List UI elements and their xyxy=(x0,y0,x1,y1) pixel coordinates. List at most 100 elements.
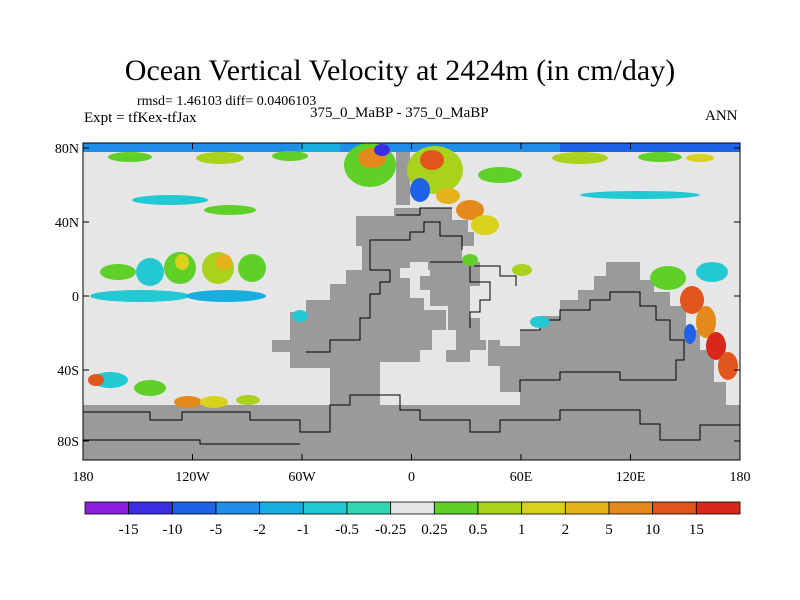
colorbar-label: 1 xyxy=(518,522,526,538)
patch xyxy=(696,306,716,338)
colorbar-swatch xyxy=(433,501,479,515)
colorbar-label: -10 xyxy=(162,522,182,538)
colorbar-label: 0.5 xyxy=(469,522,488,538)
stats-label: rmsd= 1.46103 diff= 0.0406103 xyxy=(137,94,317,109)
coastline-arctic xyxy=(396,207,452,216)
patch xyxy=(374,144,390,156)
coastline-africa xyxy=(430,261,491,328)
patch xyxy=(462,254,478,266)
patch xyxy=(580,191,700,199)
patch xyxy=(132,195,208,205)
colorbar-label: -15 xyxy=(119,522,139,538)
lon-tick-label: 180 xyxy=(73,470,94,485)
lat-tick-label: 40N xyxy=(55,216,79,231)
patch xyxy=(272,151,308,161)
patch xyxy=(552,152,608,164)
antarctic-land xyxy=(83,405,740,460)
longitude-axis: 180 120W 60W 0 60E 120E 180 xyxy=(73,143,751,485)
patch xyxy=(478,167,522,183)
lon-tick-label: 60E xyxy=(510,470,533,485)
coastline-americas xyxy=(306,221,463,353)
colorbar-label: 15 xyxy=(689,522,704,538)
lon-tick-label: 0 xyxy=(408,470,415,485)
patch xyxy=(686,154,714,162)
patch xyxy=(471,215,499,235)
patch xyxy=(238,254,266,282)
colorbar-swatch xyxy=(84,501,130,515)
patch xyxy=(196,152,244,164)
patch xyxy=(684,324,696,344)
patch xyxy=(236,395,260,405)
colorbar-swatch xyxy=(302,501,348,515)
patch xyxy=(696,262,728,282)
lon-tick-label: 180 xyxy=(730,470,751,485)
americas-land xyxy=(272,208,474,405)
colorbar-swatch xyxy=(128,501,173,515)
patch xyxy=(88,374,104,386)
experiment-label: Expt = tfKex-tfJax xyxy=(84,110,197,126)
patch xyxy=(204,205,256,215)
colorbar-swatch xyxy=(564,501,610,515)
patch xyxy=(90,290,190,302)
coastlines xyxy=(83,207,740,445)
colorbar-swatch xyxy=(346,501,392,515)
patch xyxy=(216,254,232,270)
patch xyxy=(706,332,726,360)
patch xyxy=(560,143,740,152)
patch xyxy=(436,188,460,204)
patch xyxy=(292,310,308,322)
patch xyxy=(100,264,136,280)
colorbar-swatch xyxy=(695,501,741,515)
patch xyxy=(300,143,340,152)
north-land-strip xyxy=(396,143,410,205)
coastline-south xyxy=(83,394,740,441)
colorbar-label: -0.5 xyxy=(335,522,359,538)
lon-tick-label: 120W xyxy=(175,470,210,485)
patch xyxy=(410,178,430,202)
coastline-south-2 xyxy=(83,439,300,445)
patch xyxy=(530,316,550,328)
colorbar-label: -1 xyxy=(297,522,310,538)
colorbar-swatch xyxy=(215,501,261,515)
patch xyxy=(174,396,202,408)
patch xyxy=(718,352,738,380)
comparison-label: 375_0_MaBP - 375_0_MaBP xyxy=(310,105,489,121)
colorbar-swatch xyxy=(259,501,304,515)
patch xyxy=(650,266,686,290)
patch xyxy=(456,200,484,220)
colorbar-label: -2 xyxy=(253,522,266,538)
colorbar-swatch xyxy=(390,501,435,515)
patch xyxy=(136,258,164,286)
patch xyxy=(108,152,152,162)
patch xyxy=(134,380,166,396)
latitude-axis: 80N 40N 0 40S 80S xyxy=(55,142,740,450)
colorbar-swatch xyxy=(477,501,523,515)
lon-tick-label: 60W xyxy=(288,470,316,485)
patch xyxy=(638,152,682,162)
patch xyxy=(680,286,704,314)
coastline-eurasia xyxy=(519,291,685,392)
colorbar-label: -5 xyxy=(210,522,223,538)
colorbar-label: 0.25 xyxy=(421,522,447,538)
colorbar-label: -0.25 xyxy=(375,522,406,538)
patch xyxy=(420,150,444,170)
colorbar: -15 -10 -5 -2 -1 -0.5 -0.25 0.25 0.5 1 2 5 10 15 xyxy=(84,501,741,538)
colorbar-swatch xyxy=(521,501,566,515)
colorbar-label: 10 xyxy=(645,522,660,538)
colorbar-swatch xyxy=(608,501,654,515)
lat-tick-label: 80N xyxy=(55,142,79,157)
eurasia-land xyxy=(470,262,726,405)
patch xyxy=(512,264,532,276)
patch xyxy=(186,290,266,302)
lat-tick-label: 0 xyxy=(72,290,79,305)
plot-title: Ocean Vertical Velocity at 2424m (in cm/… xyxy=(124,54,676,87)
colorbar-label: 2 xyxy=(562,522,570,538)
lat-tick-label: 80S xyxy=(57,435,79,450)
coastline-mediterranean xyxy=(474,265,517,286)
colorbar-label: 5 xyxy=(605,522,613,538)
map-panel xyxy=(82,142,741,461)
patch xyxy=(200,396,228,408)
lon-tick-label: 120E xyxy=(616,470,646,485)
colorbar-swatch xyxy=(652,501,697,515)
